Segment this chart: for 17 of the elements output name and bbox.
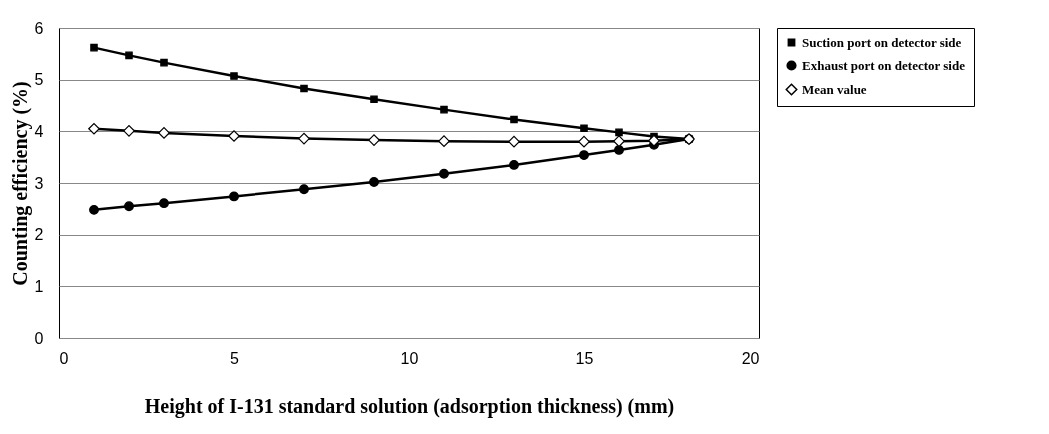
x-axis-title: Height of I-131 standard solution (adsorption thickness) (mm) <box>144 394 675 418</box>
x-tick-label: 5 <box>230 349 240 367</box>
y-tick-label: 1 <box>34 277 44 295</box>
y-tick-label: 5 <box>34 71 44 89</box>
y-tick-label: 2 <box>34 226 44 244</box>
y-axis-title: Counting efficiency (%) <box>8 81 32 286</box>
legend-label: Exhaust port on detector side <box>802 57 966 73</box>
x-tick-label: 0 <box>59 349 69 367</box>
y-tick-label: 0 <box>34 329 44 347</box>
legend-label: Suction port on detector side <box>802 34 962 50</box>
x-tick-label: 15 <box>575 349 594 367</box>
legend-label: Mean value <box>802 81 867 97</box>
y-tick-label: 6 <box>34 19 44 37</box>
x-tick-label: 10 <box>400 349 419 367</box>
y-tick-label: 4 <box>34 122 44 140</box>
y-tick-label: 3 <box>34 174 44 192</box>
x-tick-label: 20 <box>741 349 760 367</box>
